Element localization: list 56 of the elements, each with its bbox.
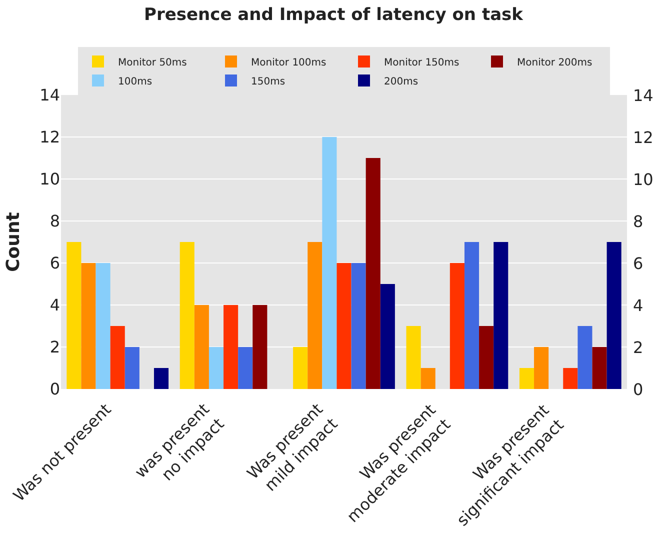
y-tick-label: 4 — [50, 296, 60, 315]
y-tick-label: 0 — [50, 380, 60, 399]
bar — [606, 242, 622, 389]
bar — [308, 242, 322, 389]
y2-tick-label: 12 — [633, 128, 654, 147]
legend-label: 150ms — [251, 76, 286, 88]
bar — [336, 263, 352, 389]
bar — [224, 305, 238, 389]
bar — [252, 305, 268, 389]
y-tick-label: 10 — [40, 170, 60, 189]
bar — [238, 347, 253, 389]
bar — [154, 368, 169, 389]
bar — [464, 242, 480, 389]
bar — [322, 137, 337, 389]
bar — [534, 347, 549, 389]
y2-tick-label: 8 — [633, 212, 644, 231]
y-tick-label: 6 — [50, 254, 60, 273]
y2-tick-label: 2 — [633, 338, 644, 357]
y2-tick-label: 10 — [633, 170, 654, 189]
bar — [494, 242, 508, 389]
bar — [96, 263, 110, 389]
y-axis-title: Count — [2, 212, 24, 272]
y-tick-label: 12 — [40, 128, 60, 147]
bar — [592, 347, 607, 389]
bar — [124, 347, 140, 389]
chart-title: Presence and Impact of latency on task — [144, 4, 524, 25]
legend-label: 200ms — [384, 76, 418, 88]
bar — [380, 284, 395, 389]
bar — [563, 368, 578, 389]
bar — [180, 242, 194, 389]
bar — [81, 263, 96, 389]
legend-label: Monitor 150ms — [384, 57, 460, 68]
y-tick-label: 2 — [50, 338, 60, 357]
bar — [66, 242, 82, 389]
legend-label: Monitor 100ms — [251, 57, 326, 68]
bar — [366, 158, 380, 389]
y-tick-label: 14 — [40, 86, 60, 105]
bar — [406, 326, 421, 389]
bar — [578, 326, 592, 389]
y2-tick-label: 6 — [633, 254, 644, 273]
legend-label: 100ms — [118, 76, 152, 88]
bar — [519, 368, 534, 389]
y2-tick-label: 4 — [633, 296, 644, 315]
bar — [450, 263, 464, 389]
legend-label: Monitor 50ms — [118, 57, 187, 68]
bar — [208, 347, 224, 389]
bar — [479, 326, 494, 389]
bar — [194, 305, 209, 389]
y-tick-label: 8 — [50, 212, 60, 231]
legend-label: Monitor 200ms — [517, 57, 592, 68]
y2-tick-label: 0 — [633, 380, 644, 399]
bar — [420, 368, 436, 389]
bar — [110, 326, 125, 389]
bar — [293, 347, 308, 389]
bar — [351, 263, 366, 389]
y2-tick-label: 14 — [633, 86, 654, 105]
